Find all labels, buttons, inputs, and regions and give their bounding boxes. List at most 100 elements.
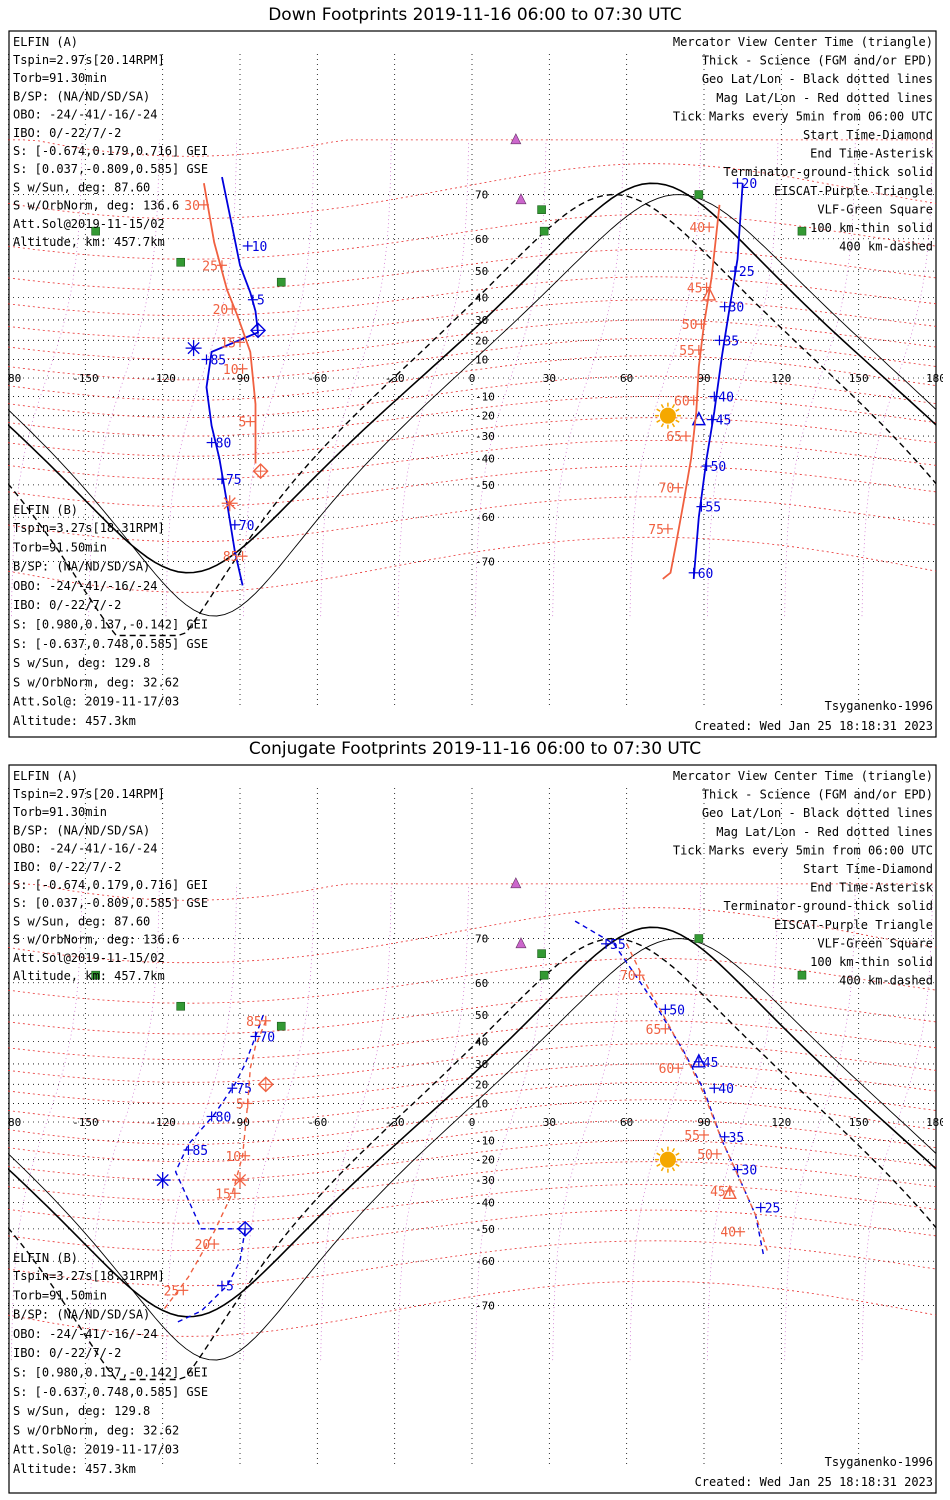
tick-label: 85 xyxy=(223,550,239,565)
legend-line: Mag Lat/Lon - Red dotted lines xyxy=(716,91,933,105)
lon-tick-label: 180 xyxy=(926,372,943,385)
lon-tick-label: 90 xyxy=(697,372,710,385)
elfin-a-info-line: S: [-0.674,0.179,0.716] GEI xyxy=(13,144,208,158)
tick-label: 20 xyxy=(195,1238,211,1253)
mag-latitude-line xyxy=(8,375,937,418)
lon-tick-label: -150 xyxy=(72,372,99,385)
tick-label: 80 xyxy=(216,437,232,452)
lon-tick-label: -180 xyxy=(8,372,21,385)
mag-meridian-line xyxy=(475,139,547,617)
legend-line: End Time-Asterisk xyxy=(810,147,934,161)
legend-line: Mag Lat/Lon - Red dotted lines xyxy=(716,825,933,839)
eiscat-triangle-icon xyxy=(515,193,527,205)
lon-tick-label: 0 xyxy=(469,1116,476,1129)
axis-labels: -180 -150 -120 -90 -60 -30 0 30 60 90 120 150 180 -70… xyxy=(8,933,943,1313)
elfin-b-info-line: Tspin=3.27s[18.31RPM] xyxy=(13,521,165,535)
sun-ray xyxy=(656,408,661,412)
lat-tick-label: -20 xyxy=(475,410,495,423)
elfin-b-info-line: Torb=91.50min xyxy=(13,540,107,554)
elfin-b-info-line: OBO: -24/-41/-16/-24 xyxy=(13,579,158,593)
left-info-text: ELFIN (A) Tspin=2.97s[20.14RPM] Torb=91.30… xyxy=(13,35,208,728)
mag-latitude-line xyxy=(8,1119,937,1162)
conjugate-panel-title: Conjugate Footprints 2019-11-16 06:00 to… xyxy=(248,739,702,759)
vlf-square-icon xyxy=(797,226,807,236)
right-legend-text: Mercator View Center Time (triangle) Thic… xyxy=(673,769,934,1489)
elfin-b-info-line: B/SP: (NA/ND/SD/SA) xyxy=(13,560,150,574)
terminator-ground-line xyxy=(8,926,937,1318)
lon-tick-label: -60 xyxy=(307,1116,327,1129)
sun-ray xyxy=(675,419,680,423)
tick-label: 20 xyxy=(742,177,758,192)
tick-label: 70 xyxy=(239,519,255,534)
elfin-a-info-line: S: [0.037,-0.809,0.585] GSE xyxy=(13,896,208,910)
tick-label: 50 xyxy=(711,460,727,475)
legend-line: 100 km-thin solid xyxy=(810,221,933,235)
lon-tick-label: 150 xyxy=(849,1116,869,1129)
lat-tick-label: 50 xyxy=(475,1009,488,1022)
sun-icon xyxy=(654,1146,681,1173)
lon-tick-label: -90 xyxy=(230,372,250,385)
tick-label: 60 xyxy=(698,567,714,582)
tick-label: 30 xyxy=(184,199,200,214)
lat-tick-label: 30 xyxy=(475,1058,488,1071)
lat-tick-label: 60 xyxy=(475,233,488,246)
lon-tick-label: 60 xyxy=(620,1116,633,1129)
mag-meridian-line xyxy=(629,883,701,1361)
tick-label: 5 xyxy=(226,1280,234,1295)
elfin-b-info-line: S: [0.980,0.137,-0.142] GEI xyxy=(13,618,208,632)
tick-label: 35 xyxy=(723,334,739,349)
mag-latitude-line xyxy=(8,417,937,457)
mag-latitude-line xyxy=(8,465,937,507)
mag-grid xyxy=(8,883,937,1361)
tick-label: 85 xyxy=(246,1015,262,1030)
elfin-a-info-line: Torb=91.30min xyxy=(13,71,107,85)
left-info-text: ELFIN (A) Tspin=2.97s[20.14RPM] Torb=91.30… xyxy=(13,769,208,1476)
tick-label: 25 xyxy=(765,1202,781,1217)
sun-ray xyxy=(660,404,665,409)
elfin-b-info-line: S: [-0.637,0.748,0.585] GSE xyxy=(13,637,208,651)
footprint-line xyxy=(662,204,721,580)
lat-tick-label: 10 xyxy=(475,1097,488,1110)
legend-line: Thick - Science (FGM and/or EPD) xyxy=(702,54,933,68)
right-legend-text: Mercator View Center Time (triangle) Thic… xyxy=(673,35,934,733)
elfin-a-info-line: Tspin=2.97s[20.14RPM] xyxy=(13,53,165,67)
sun-ray xyxy=(675,1163,680,1167)
lat-tick-label: -10 xyxy=(475,391,495,404)
elfin-a-info-line: IBO: 0/-22/7/-2 xyxy=(13,126,121,140)
eiscat-triangle-icon xyxy=(515,937,527,949)
down-panel-title: Down Footprints 2019-11-16 06:00 to 07:3… xyxy=(268,5,682,25)
legend-line: Terminator-ground-thick solid xyxy=(723,165,933,179)
mag-latitude-line xyxy=(8,1161,937,1201)
eiscat-triangle-icon xyxy=(510,877,522,889)
conjugate-footprints-map: -180 -150 -120 -90 -60 -30 0 30 60 90 120 150 180 -70… xyxy=(8,764,943,1494)
lon-tick-label: -120 xyxy=(149,372,176,385)
elfin-b-info-line: Att.Sol@: 2019-11-17/03 xyxy=(13,695,179,709)
sun-ray xyxy=(675,1152,680,1156)
mag-latitude-line xyxy=(8,440,937,480)
lon-tick-label: -150 xyxy=(72,1116,99,1129)
tick-label: 25 xyxy=(164,1284,180,1299)
lat-tick-label: -60 xyxy=(475,1255,495,1268)
mag-latitude-line xyxy=(8,338,937,381)
lat-tick-label: 60 xyxy=(475,977,488,990)
lat-tick-label: 10 xyxy=(475,353,488,366)
footprint-line xyxy=(203,183,257,464)
lat-tick-label: -10 xyxy=(475,1135,495,1148)
mag-latitude-line xyxy=(8,299,937,339)
mag-latitude-line xyxy=(8,1043,937,1083)
legend-line: EISCAT-Purple Triangle xyxy=(774,918,933,932)
mag-meridian-line xyxy=(320,139,392,617)
terminator xyxy=(8,926,937,1381)
lon-tick-label: -30 xyxy=(385,372,405,385)
mag-latitude-line xyxy=(8,1280,937,1337)
footprint-line xyxy=(574,920,764,1255)
lat-tick-label: -70 xyxy=(475,555,495,568)
tick-label: 55 xyxy=(705,501,721,516)
vlf-square-icon xyxy=(176,257,186,267)
footprint-line xyxy=(692,183,744,579)
lat-tick-label: 70 xyxy=(475,189,488,202)
elfin-b-info-line: Tspin=3.27s[18.31RPM] xyxy=(13,1269,165,1283)
elfin-a-info-line: Torb=91.30min xyxy=(13,805,107,819)
elfin-b-name: ELFIN (B) xyxy=(13,1251,78,1265)
elfin-b-info-line: IBO: 0/-22/7/-2 xyxy=(13,1346,121,1360)
